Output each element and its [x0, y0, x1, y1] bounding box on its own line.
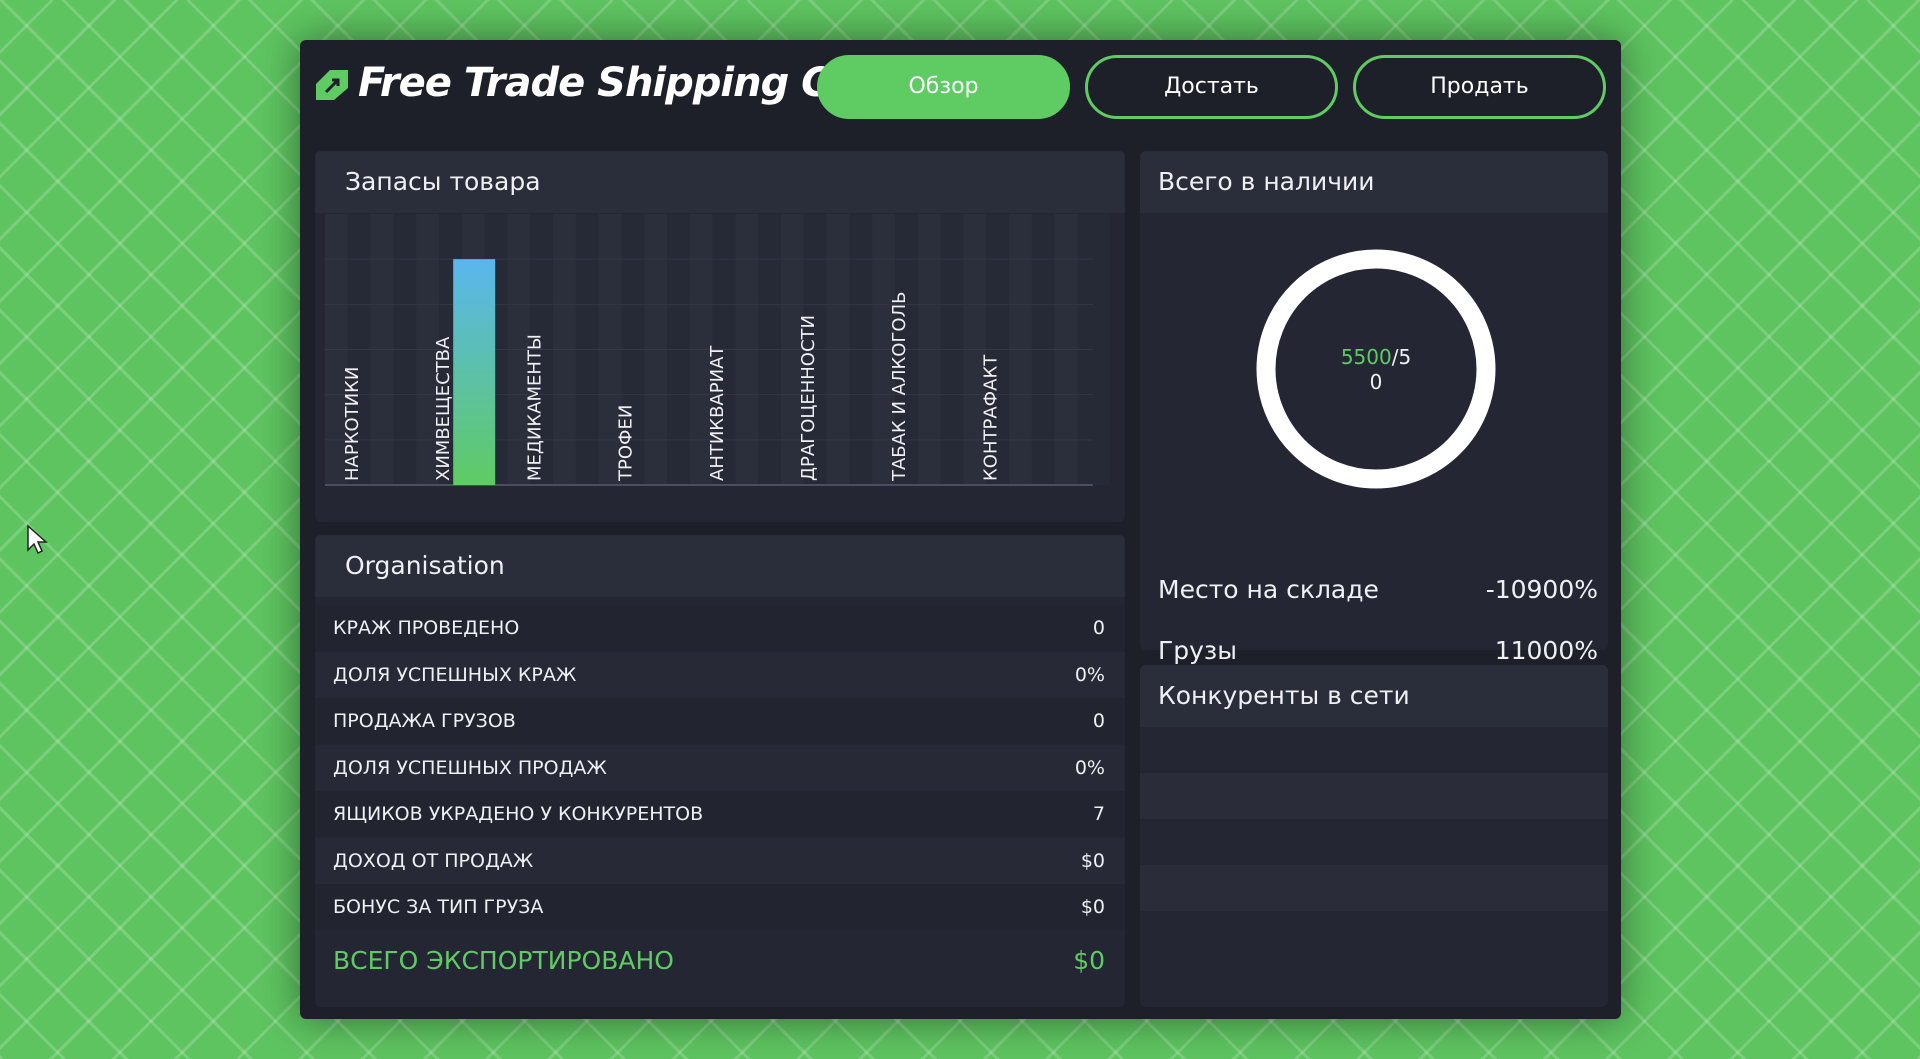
category-label: НАРКОТИКИ — [342, 367, 363, 481]
organisation-panel: Organisation КРАЖ ПРОВЕДЕНО 0 ДОЛЯ УСПЕШНЫ… — [315, 535, 1125, 1007]
panel-title: Запасы товара — [345, 167, 541, 196]
tab[interactable]: Продать — [1353, 55, 1606, 119]
category-label: ХИМВЕЩЕСТВА — [433, 336, 454, 481]
stat-label: ДОХОД ОТ ПРОДАЖ — [333, 849, 534, 872]
tab[interactable]: Обзор — [817, 55, 1070, 119]
window: Free Trade Shipping Co. Обзор Достать Пр… — [300, 40, 1621, 1019]
stat-value: 7 — [1092, 803, 1105, 825]
panel-header: Конкуренты в сети — [1140, 665, 1608, 727]
stat-row: ЯЩИКОВ УКРАДЕНО У КОНКУРЕНТОВ 7 — [315, 791, 1125, 837]
list-stripe — [1140, 773, 1608, 819]
panel-title: Всего в наличии — [1158, 167, 1375, 196]
list-stripe — [1140, 865, 1608, 911]
stat-row: БОНУС ЗА ТИП ГРУЗА $0 — [315, 884, 1125, 930]
capacity-ring — [1256, 249, 1496, 489]
stat-row: ДОХОД ОТ ПРОДАЖ $0 — [315, 837, 1125, 884]
stock-panel: Запасы товара НАРКОТИКИ ХИМВЕЩЕСТВА МЕДИКА… — [315, 151, 1125, 522]
category-label: КОНТРАФАКТ — [980, 354, 1001, 481]
stat-row: КРАЖ ПРОВЕДЕНО 0 — [315, 605, 1125, 651]
stat-value: 11000% — [1494, 636, 1598, 665]
stat-row: ПРОДАЖА ГРУЗОВ 0 — [315, 698, 1125, 744]
stat-label: ПРОДАЖА ГРУЗОВ — [333, 710, 516, 732]
stat-value: -10900% — [1485, 575, 1598, 604]
category-label: ТАБАК И АЛКОГОЛЬ — [889, 292, 910, 482]
stat-value: 0 — [1092, 710, 1105, 732]
stat-value: 0% — [1074, 663, 1105, 686]
stat-value: 0 — [1092, 617, 1105, 639]
stat-row: ДОЛЯ УСПЕШНЫХ КРАЖ 0% — [315, 651, 1125, 698]
cursor — [27, 524, 48, 555]
category-label: ДРАГОЦЕННОСТИ — [798, 315, 819, 481]
current-amount: 5500 — [1340, 345, 1392, 369]
logo-icon — [316, 70, 348, 100]
category-label: ТРОФЕИ — [616, 405, 637, 482]
capacity-amount: /50 — [1369, 345, 1412, 394]
panel-header: Organisation — [315, 535, 1125, 597]
panel-header: Запасы товара — [315, 151, 1125, 213]
panel-title: Organisation — [345, 551, 505, 580]
competitors-panel: Конкуренты в сети — [1140, 665, 1608, 1007]
stat-value: $0 — [1080, 896, 1105, 918]
total-label: ВСЕГО ЭКСПОРТИРОВАНО — [333, 946, 674, 975]
bar — [453, 259, 496, 485]
stock-chart: НАРКОТИКИ ХИМВЕЩЕСТВА МЕДИКАМЕНТЫ ТРОФЕИ АНТ… — [325, 214, 1110, 486]
stat-value: $0 — [1080, 849, 1105, 872]
total-value: $0 — [1073, 946, 1105, 975]
tab[interactable]: Достать — [1085, 55, 1338, 119]
capacity-text: 5500/50 — [1340, 345, 1412, 395]
stat-label: ДОЛЯ УСПЕШНЫХ КРАЖ — [333, 663, 577, 686]
total-row: ВСЕГО ЭКСПОРТИРОВАНО $0 — [315, 931, 1125, 991]
stat-label: БОНУС ЗА ТИП ГРУЗА — [333, 896, 544, 918]
category-label: МЕДИКАМЕНТЫ — [524, 334, 545, 481]
panel-header: Всего в наличии — [1140, 151, 1608, 213]
logo-title: Free Trade Shipping Co. — [358, 60, 871, 106]
stat-row: ДОЛЯ УСПЕШНЫХ ПРОДАЖ 0% — [315, 744, 1125, 791]
stat-label: Место на складе — [1158, 575, 1379, 604]
stat-label: ДОЛЯ УСПЕШНЫХ ПРОДАЖ — [333, 756, 607, 779]
stat-label: ЯЩИКОВ УКРАДЕНО У КОНКУРЕНТОВ — [333, 803, 704, 825]
category-label: АНТИКВАРИАТ — [707, 345, 728, 481]
stat-value: 0% — [1074, 756, 1105, 779]
stat-label: КРАЖ ПРОВЕДЕНО — [333, 617, 520, 639]
panel-title: Конкуренты в сети — [1158, 681, 1410, 710]
inventory-panel: Всего в наличии 5500/50 Место на складе … — [1140, 151, 1608, 665]
stat-label: Грузы — [1158, 636, 1237, 665]
